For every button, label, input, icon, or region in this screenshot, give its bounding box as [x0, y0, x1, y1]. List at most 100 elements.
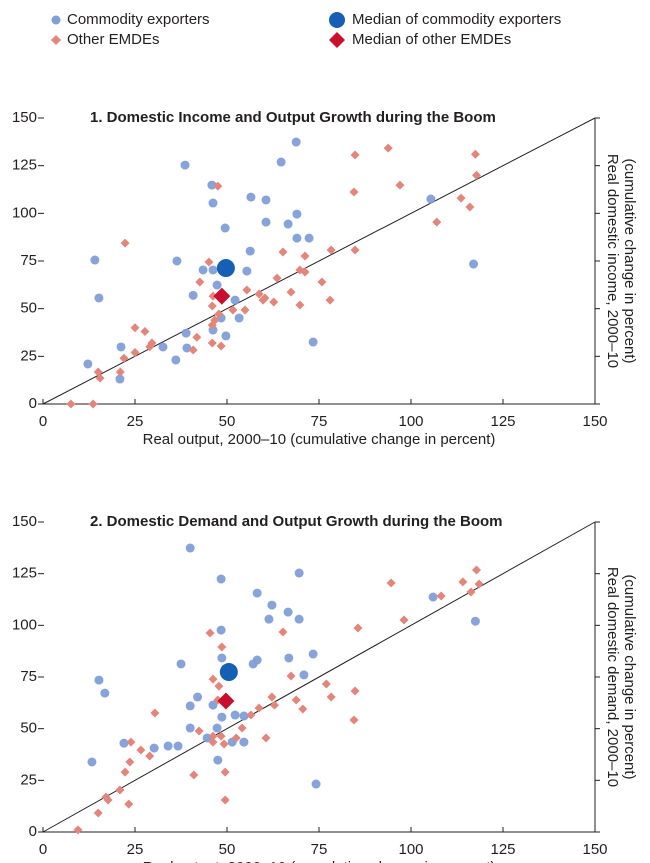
point: [93, 808, 103, 818]
point: [216, 731, 226, 741]
x-tick-label: 150: [582, 841, 607, 858]
point: [83, 359, 93, 369]
point: [298, 704, 308, 714]
point: [264, 614, 274, 624]
point: [286, 671, 296, 681]
point: [228, 305, 238, 315]
point: [185, 723, 195, 733]
x-tick-label: 25: [127, 413, 144, 430]
point: [214, 681, 224, 691]
x-tick-label: 125: [490, 413, 515, 430]
point: [195, 277, 205, 287]
point: [216, 341, 226, 351]
x-tick-label: 25: [127, 841, 144, 858]
point: [180, 160, 190, 170]
point: [181, 328, 191, 338]
x-tick-label: 0: [39, 413, 47, 430]
point: [267, 600, 277, 610]
point: [216, 625, 226, 635]
point: [221, 331, 231, 341]
point: [213, 181, 223, 191]
point: [125, 757, 135, 767]
point: [136, 745, 146, 755]
point: [204, 257, 214, 267]
point: [188, 345, 198, 355]
x-tick-label: 75: [311, 841, 328, 858]
point: [208, 198, 218, 208]
point: [436, 591, 446, 601]
point: [300, 251, 310, 261]
point: [278, 247, 288, 257]
point: [350, 686, 360, 696]
point: [465, 202, 475, 212]
x-axis-label: Real output, 2000–10 (cumulative change …: [143, 431, 496, 448]
point: [208, 674, 218, 684]
point: [188, 290, 198, 300]
y-tick-label: 150: [12, 109, 37, 126]
y-tick-label: 75: [20, 252, 37, 269]
point: [350, 150, 360, 160]
diagonal-line: [42, 117, 596, 405]
point: [272, 273, 282, 283]
point: [230, 710, 240, 720]
point: [299, 670, 309, 680]
point: [294, 614, 304, 624]
point: [269, 297, 279, 307]
legend-label: Commodity exporters: [67, 11, 210, 28]
point: [208, 731, 218, 741]
point: [304, 233, 314, 243]
point: [383, 143, 393, 153]
point: [386, 578, 396, 588]
point: [198, 265, 208, 275]
y-tick-label: 25: [20, 347, 37, 364]
point: [269, 700, 279, 710]
x-tick-label: 125: [490, 841, 515, 858]
point: [120, 238, 130, 248]
median-point: [219, 663, 238, 682]
point: [193, 692, 203, 702]
point: [130, 348, 140, 358]
point: [73, 825, 83, 835]
point: [214, 309, 224, 319]
x-tick-label: 75: [311, 413, 328, 430]
point: [470, 149, 480, 159]
point: [349, 187, 359, 197]
point: [120, 767, 130, 777]
point: [87, 757, 97, 767]
x-axis-label: Real output, 2000–10 (cumulative change …: [143, 859, 496, 863]
point: [248, 659, 258, 669]
point: [261, 217, 271, 227]
point: [472, 565, 482, 575]
point: [353, 623, 363, 633]
point: [217, 653, 227, 663]
y-tick-label: 100: [12, 204, 37, 221]
point: [194, 726, 204, 736]
point: [258, 295, 268, 305]
point: [240, 305, 250, 315]
point: [208, 265, 218, 275]
point: [116, 342, 126, 352]
point: [325, 295, 335, 305]
point: [208, 700, 218, 710]
point: [317, 277, 327, 287]
point: [246, 192, 256, 202]
point: [291, 137, 301, 147]
point: [292, 209, 302, 219]
point: [220, 223, 230, 233]
point: [101, 792, 111, 802]
point: [234, 313, 244, 323]
point: [124, 799, 134, 809]
y-tick-label: 150: [12, 513, 37, 530]
point: [456, 193, 466, 203]
legend-label: Median of commodity exporters: [352, 11, 561, 28]
point: [119, 738, 129, 748]
x-tick-label: 100: [398, 841, 423, 858]
point: [242, 285, 252, 295]
point: [126, 737, 136, 747]
panel: 0 25 50 75 100 125 150 0 25 50 75 100 125 150 2. Domes…: [12, 513, 638, 863]
point: [466, 587, 476, 597]
legend-marker: [51, 15, 61, 25]
point: [283, 219, 293, 229]
y-axis-label: Real domestic demand, 2000–10: [604, 567, 621, 787]
